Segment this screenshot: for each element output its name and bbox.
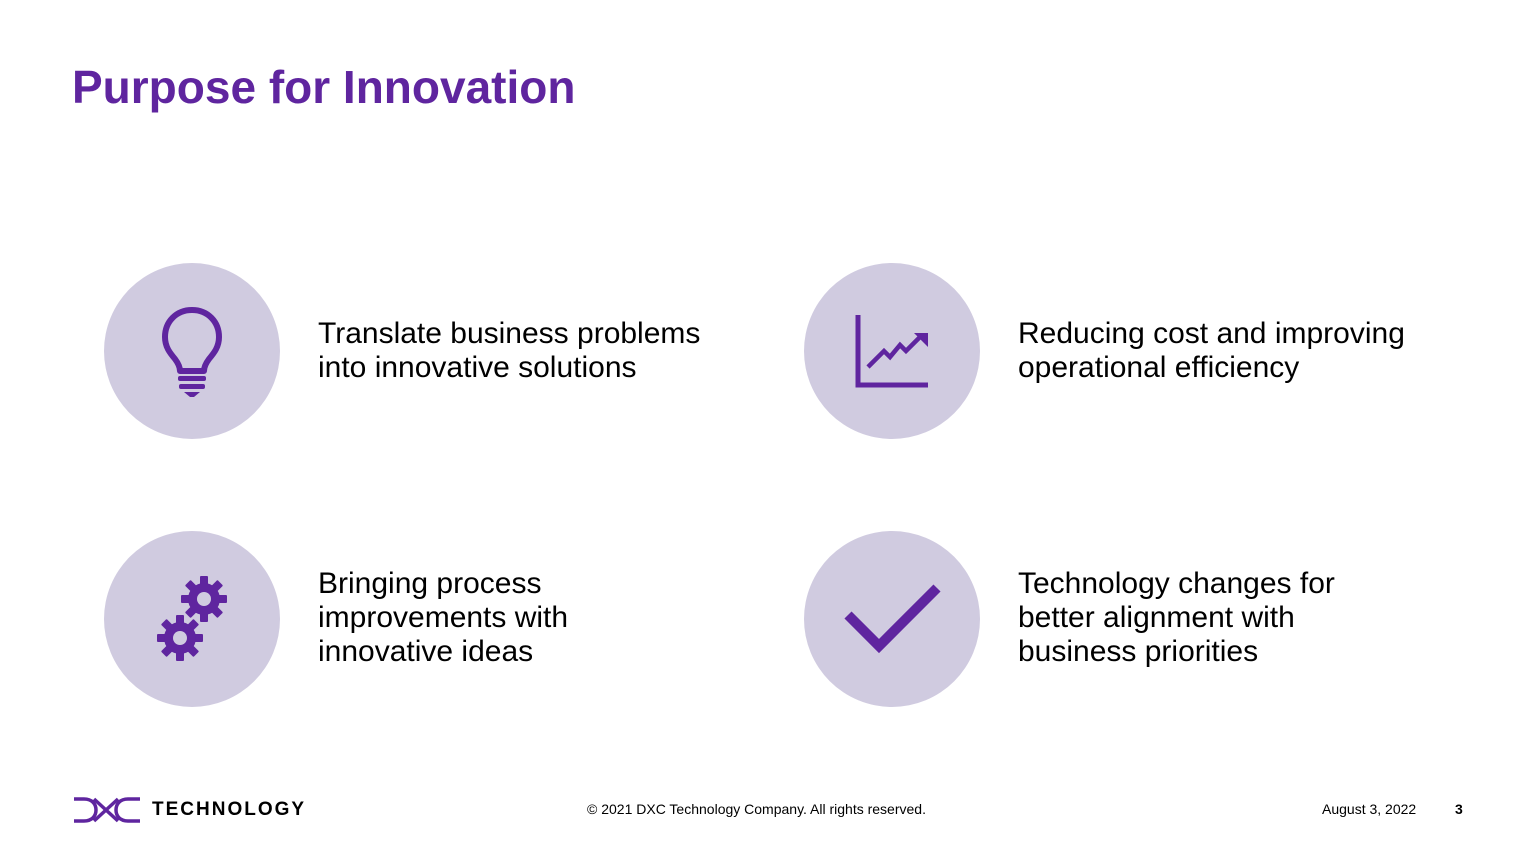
item-text-bringing-process: Bringing process improvements with innov… [318, 567, 569, 668]
dxc-logo: TECHNOLOGY [72, 795, 306, 825]
lightbulb-icon [162, 307, 222, 397]
growth-chart-icon [855, 315, 928, 388]
logo-wordmark: TECHNOLOGY [152, 799, 307, 820]
page-number: 3 [1455, 801, 1463, 817]
dxc-logo-mark-icon [74, 797, 140, 823]
checkmark-icon [844, 584, 941, 654]
item-text-technology-changes: Technology changes for better alignment … [1018, 567, 1335, 668]
icon-circle-lightbulb [104, 263, 280, 439]
footer-date: August 3, 2022 [1322, 801, 1417, 817]
icon-circle-chart [804, 263, 980, 439]
icon-circle-check [804, 531, 980, 707]
copyright-text: © 2021 DXC Technology Company. All right… [587, 801, 926, 817]
item-text-translate: Translate business problems into innovat… [318, 317, 701, 384]
item-text-reducing-cost: Reducing cost and improving operational … [1018, 317, 1405, 384]
gears-icon [157, 576, 227, 661]
icon-circle-gears [104, 531, 280, 707]
slide-title: Purpose for Innovation [72, 61, 576, 113]
